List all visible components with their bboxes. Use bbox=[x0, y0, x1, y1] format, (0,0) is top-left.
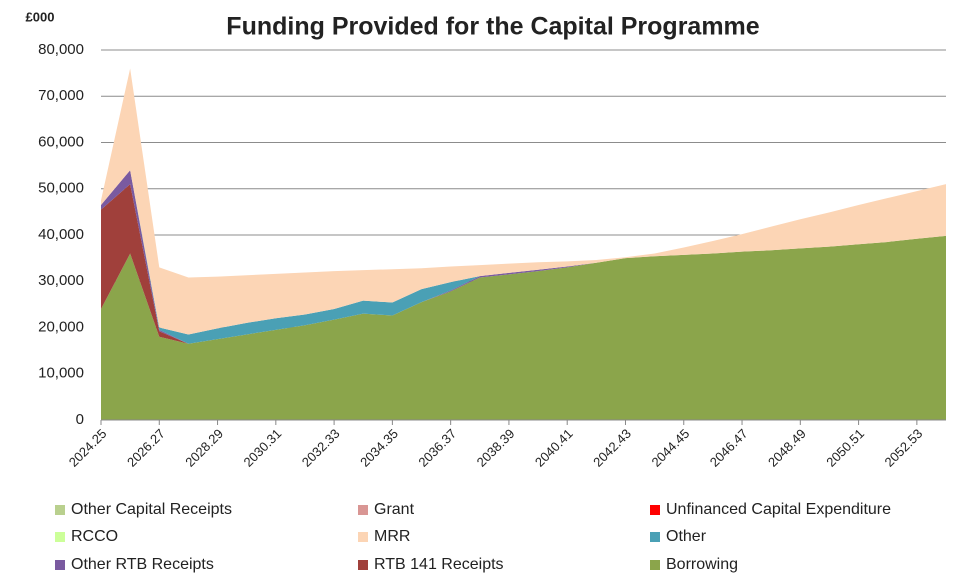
y-axis-label: £000 bbox=[26, 9, 55, 24]
area bbox=[101, 68, 946, 335]
area bbox=[101, 235, 946, 420]
x-tick-label: 2032.33 bbox=[299, 426, 343, 470]
x-tick-label: 2034.35 bbox=[357, 426, 401, 470]
y-tick-label: 50,000 bbox=[38, 180, 84, 197]
y-tick-label: 80,000 bbox=[38, 41, 84, 58]
legend-swatch bbox=[650, 560, 660, 570]
legend-label: Other Capital Receipts bbox=[71, 501, 232, 518]
x-tick-label: 2042.43 bbox=[590, 426, 634, 470]
x-tick-label: 2038.39 bbox=[474, 426, 518, 470]
y-tick-label: 30,000 bbox=[38, 272, 84, 289]
x-tick-label: 2030.31 bbox=[241, 426, 285, 470]
legend-label: Unfinanced Capital Expenditure bbox=[666, 501, 891, 518]
x-tick-label: 2028.29 bbox=[182, 426, 226, 470]
legend-label: Other bbox=[666, 528, 707, 545]
legend-swatch bbox=[55, 505, 65, 515]
legend-label: RTB 141 Receipts bbox=[374, 556, 504, 573]
x-tick-label: 2044.45 bbox=[648, 426, 692, 470]
legend-swatch bbox=[358, 560, 368, 570]
legend-swatch bbox=[650, 532, 660, 542]
y-tick-label: 60,000 bbox=[38, 133, 84, 150]
legend-label: Borrowing bbox=[666, 556, 738, 573]
legend-label: MRR bbox=[374, 528, 410, 545]
legend-swatch bbox=[55, 560, 65, 570]
x-tick-label: 2046.47 bbox=[707, 426, 751, 470]
legend-label: Grant bbox=[374, 501, 415, 518]
x-tick-label: 2052.53 bbox=[882, 426, 926, 470]
legend-swatch bbox=[55, 532, 65, 542]
chart-title: Funding Provided for the Capital Program… bbox=[226, 13, 759, 41]
legend-label: Other RTB Receipts bbox=[71, 556, 214, 573]
y-tick-label: 0 bbox=[76, 411, 84, 428]
legend-label: RCCO bbox=[71, 528, 118, 545]
x-tick-label: 2026.27 bbox=[124, 426, 168, 470]
x-tick-label: 2036.37 bbox=[415, 426, 459, 470]
legend-swatch bbox=[358, 505, 368, 515]
y-tick-label: 10,000 bbox=[38, 365, 84, 382]
legend-swatch bbox=[358, 532, 368, 542]
x-tick-label: 2024.25 bbox=[66, 426, 110, 470]
x-tick-label: 2050.51 bbox=[823, 426, 867, 470]
y-tick-label: 20,000 bbox=[38, 318, 84, 335]
x-tick-label: 2048.49 bbox=[765, 426, 809, 470]
y-tick-label: 40,000 bbox=[38, 226, 84, 243]
y-tick-label: 70,000 bbox=[38, 87, 84, 104]
legend-swatch bbox=[650, 505, 660, 515]
x-tick-label: 2040.41 bbox=[532, 426, 576, 470]
